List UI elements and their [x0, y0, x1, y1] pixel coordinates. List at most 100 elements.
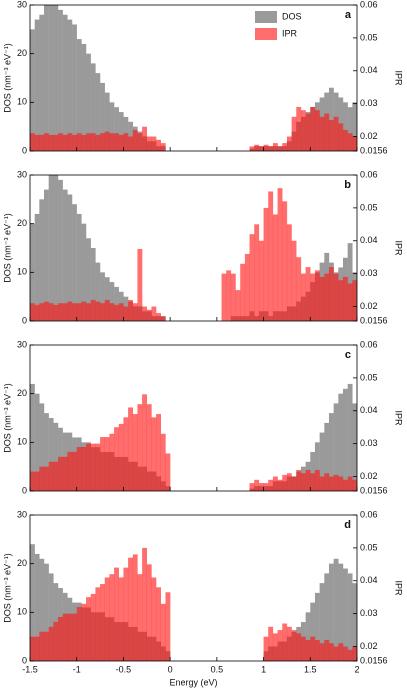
histogram-bar	[72, 451, 77, 491]
histogram-bar	[296, 257, 302, 321]
plot-frame	[29, 344, 358, 492]
histogram-bar	[342, 388, 348, 491]
histogram-bar	[249, 483, 255, 491]
histogram-bar	[137, 133, 143, 151]
histogram-bar	[319, 116, 325, 151]
histogram-bar	[333, 116, 339, 151]
histogram-bar	[282, 474, 288, 491]
histogram-bar	[76, 39, 82, 151]
histogram-bar	[58, 456, 63, 491]
histogram-bar	[90, 63, 96, 151]
y-tick-label: 20	[17, 388, 27, 398]
histogram-bar	[90, 299, 96, 321]
y-tick-label: 30	[17, 509, 27, 519]
y2-tick-label: 0.05	[360, 542, 378, 552]
histogram-bar	[123, 133, 129, 151]
histogram-bar	[39, 631, 45, 661]
plot-area	[30, 175, 357, 321]
y-axis-label: DOS (nm⁻³ eV⁻¹)	[2, 213, 12, 283]
histogram-bar	[352, 479, 357, 491]
histogram-bar	[347, 107, 353, 151]
histogram-bar	[258, 240, 264, 321]
histogram-bar	[76, 213, 82, 321]
histogram-bar	[53, 134, 59, 151]
histogram-bar	[151, 306, 157, 321]
histogram-bar	[104, 299, 110, 321]
y2-tick-label: 0.03	[360, 98, 378, 108]
histogram-bar	[86, 443, 91, 491]
histogram-bar	[291, 630, 297, 661]
histogram-bar	[156, 313, 161, 321]
histogram-bar	[319, 643, 325, 661]
y-tick-label: 20	[17, 218, 27, 228]
y2-tick-label: 0.05	[360, 202, 378, 212]
histogram-bar	[296, 106, 302, 151]
y2-tick-label: 0.04	[360, 405, 378, 415]
histogram-bar	[72, 303, 77, 321]
histogram-bar	[272, 143, 278, 151]
histogram-bar	[109, 133, 115, 151]
panel-label: d	[344, 519, 351, 531]
histogram-bar	[109, 102, 115, 151]
histogram-bar	[44, 631, 49, 661]
histogram-bar	[328, 643, 334, 661]
histogram-bar	[76, 303, 82, 321]
histogram-bar	[86, 303, 91, 321]
histogram-bar	[156, 139, 161, 151]
histogram-bar	[90, 593, 96, 661]
histogram-bar	[146, 309, 152, 321]
histogram-bar	[342, 129, 348, 151]
histogram-bar	[277, 479, 283, 491]
histogram-bar	[95, 262, 101, 321]
histogram-bar	[81, 603, 87, 661]
histogram-bar	[44, 301, 49, 321]
y2-tick-label: 0.04	[360, 235, 378, 245]
histogram-bar	[48, 175, 54, 321]
histogram-bar	[347, 476, 353, 491]
histogram-bar	[282, 201, 288, 321]
histogram-bar	[86, 597, 91, 661]
histogram-bar	[347, 573, 353, 661]
histogram-bar	[310, 452, 316, 491]
histogram-bar	[314, 270, 320, 321]
histogram-bar	[72, 134, 77, 151]
histogram-bar	[114, 304, 119, 321]
x-tick-label: -1.5	[22, 664, 38, 674]
histogram-bar	[319, 476, 325, 491]
histogram-bar	[48, 303, 54, 321]
histogram-bar	[324, 113, 330, 151]
y-axis-label: DOS (nm⁻³ eV⁻¹)	[2, 383, 12, 453]
histogram-bar	[333, 474, 339, 491]
histogram-bar	[314, 469, 320, 491]
histogram-bar	[95, 301, 101, 321]
histogram-bar	[151, 577, 157, 661]
histogram-bar	[109, 282, 115, 321]
histogram-bar	[305, 113, 311, 151]
histogram-bar	[109, 303, 115, 321]
plot-area	[30, 5, 357, 151]
histogram-bar	[132, 303, 138, 321]
histogram-bar	[342, 479, 348, 491]
histogram-bar	[104, 92, 110, 151]
histogram-bar	[67, 194, 73, 321]
histogram-bar	[258, 146, 264, 151]
histogram-bar	[34, 19, 40, 151]
histogram-bar	[300, 636, 306, 661]
histogram-bar	[53, 5, 59, 151]
y-axis-label: DOS (nm⁻³ eV⁻¹)	[2, 43, 12, 113]
y2-tick-label: 0.06	[360, 0, 378, 9]
histogram-bar	[39, 558, 45, 661]
histogram-bar	[109, 433, 115, 491]
histogram-bar	[328, 267, 334, 321]
histogram-bar	[76, 607, 82, 661]
histogram-bar	[296, 633, 302, 661]
histogram-bar	[314, 639, 320, 661]
histogram-bar	[58, 179, 63, 321]
histogram-bar	[310, 473, 316, 491]
histogram-bar	[81, 134, 87, 151]
x-axis-label: Energy (eV)	[169, 677, 217, 687]
y-tick-label: 10	[17, 437, 27, 447]
histogram-bar	[118, 577, 124, 661]
histogram-bar	[324, 639, 330, 661]
histogram-bar	[347, 133, 353, 151]
